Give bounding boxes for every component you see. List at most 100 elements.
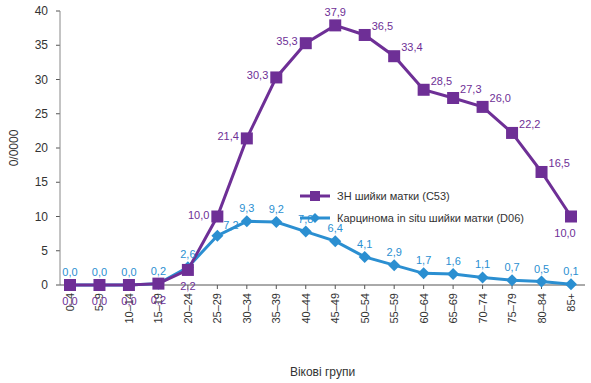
- x-tick-label: 20–24: [182, 293, 194, 324]
- chart: 05101520253035400–45–910–1415–1920–2425–…: [0, 0, 591, 383]
- data-label: 0,2: [151, 265, 166, 277]
- y-tick-label: 5: [41, 244, 48, 258]
- data-label: 0,0: [121, 295, 136, 307]
- legend-marker: [310, 191, 320, 201]
- data-label: 0,0: [62, 295, 77, 307]
- legend-marker: [310, 213, 320, 223]
- data-label: 9,3: [239, 202, 254, 214]
- marker: [418, 267, 430, 279]
- data-label: 16,5: [549, 157, 570, 169]
- data-label: 1,6: [445, 255, 460, 267]
- data-label: 0,0: [62, 266, 77, 278]
- marker: [565, 278, 577, 290]
- data-label: 0,5: [534, 263, 549, 275]
- x-tick: [305, 285, 306, 289]
- data-label: 35,3: [276, 35, 297, 47]
- x-tick-label: 65–69: [447, 293, 459, 324]
- x-tick-label: 45–49: [329, 293, 341, 324]
- y-tick-label: 15: [35, 175, 49, 189]
- data-label: 30,3: [247, 69, 268, 81]
- marker: [123, 279, 135, 291]
- y-tick: [56, 285, 60, 286]
- marker: [418, 84, 430, 96]
- data-label: 9,2: [269, 203, 284, 215]
- marker: [152, 278, 164, 290]
- data-label: 28,5: [431, 75, 452, 87]
- marker: [565, 211, 577, 223]
- x-axis-label: Вікові групи: [290, 365, 355, 379]
- marker: [64, 279, 76, 291]
- data-label: 0,0: [92, 295, 107, 307]
- plot-area: [64, 19, 577, 291]
- y-tick-label: 10: [35, 210, 49, 224]
- x-tick: [453, 285, 454, 289]
- x-tick-label: 25–29: [211, 293, 223, 324]
- data-label: 0,0: [121, 266, 136, 278]
- data-label: 22,2: [519, 118, 540, 130]
- marker: [211, 211, 223, 223]
- x-tick-label: 50–54: [359, 293, 371, 324]
- marker: [477, 271, 489, 283]
- marker: [388, 259, 400, 271]
- marker: [359, 29, 371, 41]
- y-tick: [56, 11, 60, 12]
- marker: [388, 50, 400, 62]
- y-tick-label: 30: [35, 73, 49, 87]
- legend-label: ЗН шийки матки (С53): [337, 190, 450, 202]
- marker: [241, 132, 253, 144]
- marker: [329, 235, 341, 247]
- data-label: 21,4: [217, 130, 238, 142]
- x-tick: [246, 285, 247, 289]
- marker: [300, 37, 312, 49]
- data-label: 0,2: [151, 294, 166, 306]
- y-tick-label: 25: [35, 107, 49, 121]
- y-tick-label: 0: [41, 278, 48, 292]
- x-tick: [482, 285, 483, 289]
- y-tick: [56, 216, 60, 217]
- marker: [93, 279, 105, 291]
- data-label: 1,7: [416, 254, 431, 266]
- y-tick: [56, 250, 60, 251]
- marker: [123, 279, 135, 291]
- marker: [93, 279, 105, 291]
- data-label: 0,0: [92, 266, 107, 278]
- x-tick: [217, 285, 218, 289]
- marker: [300, 226, 312, 238]
- data-label: 36,5: [372, 20, 393, 32]
- marker: [270, 216, 282, 228]
- x-tick: [423, 285, 424, 289]
- x-tick-label: 70–74: [477, 293, 489, 324]
- y-axis: [60, 11, 61, 285]
- marker: [359, 251, 371, 263]
- data-label: 33,4: [401, 41, 422, 53]
- marker: [64, 279, 76, 291]
- marker: [182, 264, 194, 276]
- series-line: [70, 221, 571, 285]
- y-tick: [56, 113, 60, 114]
- marker: [536, 166, 548, 178]
- y-tick: [56, 148, 60, 149]
- y-tick: [56, 79, 60, 80]
- data-label: 0,1: [563, 265, 578, 277]
- marker: [241, 215, 253, 227]
- x-tick: [364, 285, 365, 289]
- data-label: 1,1: [475, 258, 490, 270]
- x-tick: [335, 285, 336, 289]
- x-tick: [394, 285, 395, 289]
- y-tick-label: 40: [35, 4, 49, 18]
- y-tick: [56, 182, 60, 183]
- data-label: 2,9: [387, 246, 402, 258]
- marker: [152, 278, 164, 290]
- marker: [447, 268, 459, 280]
- series-line: [70, 25, 571, 285]
- marker: [270, 71, 282, 83]
- marker: [477, 101, 489, 113]
- x-tick-label: 85+: [565, 293, 577, 312]
- x-tick-label: 35–39: [270, 293, 282, 324]
- data-label: 7,2: [223, 219, 238, 231]
- x-tick-label: 55–59: [388, 293, 400, 324]
- marker: [536, 276, 548, 288]
- data-label: 37,9: [325, 6, 346, 18]
- data-label: 10,0: [188, 209, 209, 221]
- x-tick-label: 60–64: [418, 293, 430, 324]
